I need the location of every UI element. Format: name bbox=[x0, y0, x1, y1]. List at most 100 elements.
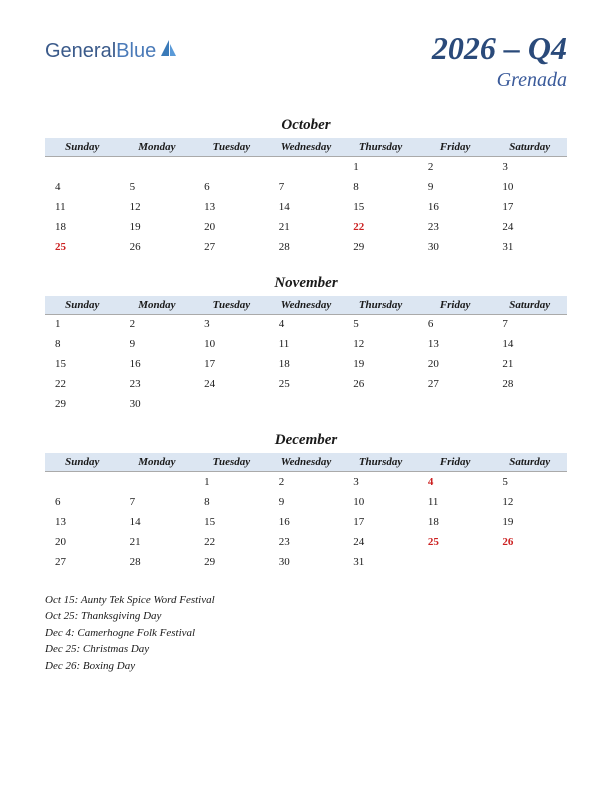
calendar-cell: 2 bbox=[418, 157, 493, 177]
calendar-cell: 6 bbox=[194, 177, 269, 197]
calendar-cell: 16 bbox=[269, 512, 344, 532]
calendar-cell: 27 bbox=[194, 237, 269, 257]
calendars-container: OctoberSundayMondayTuesdayWednesdayThurs… bbox=[45, 117, 567, 572]
month-block: NovemberSundayMondayTuesdayWednesdayThur… bbox=[45, 275, 567, 415]
holiday-entry: Dec 25: Christmas Day bbox=[45, 641, 567, 658]
calendar-cell bbox=[492, 552, 567, 572]
calendar-cell: 6 bbox=[45, 492, 120, 512]
logo-sail-icon bbox=[159, 38, 177, 64]
calendar-cell: 6 bbox=[418, 314, 493, 334]
calendar-cell: 28 bbox=[492, 374, 567, 394]
calendar-cell: 14 bbox=[120, 512, 195, 532]
month-name: December bbox=[45, 432, 567, 449]
calendar-cell: 13 bbox=[418, 334, 493, 354]
calendar-cell: 8 bbox=[45, 334, 120, 354]
calendar-cell: 5 bbox=[492, 472, 567, 492]
logo-text-1: General bbox=[45, 40, 116, 63]
calendar-cell: 2 bbox=[269, 472, 344, 492]
calendar-cell: 29 bbox=[194, 552, 269, 572]
calendar-cell: 3 bbox=[194, 314, 269, 334]
calendar-cell: 3 bbox=[492, 157, 567, 177]
holiday-entry: Dec 4: Camerhogne Folk Festival bbox=[45, 625, 567, 642]
calendar-cell: 12 bbox=[343, 334, 418, 354]
month-block: December SundayMondayTuesdayWednesdayThur… bbox=[45, 432, 567, 572]
calendar-cell: 27 bbox=[418, 374, 493, 394]
calendar-cell: 11 bbox=[45, 197, 120, 217]
calendar-cell: 18 bbox=[45, 217, 120, 237]
calendar-cell: 25 bbox=[418, 532, 493, 552]
calendar-cell: 4 bbox=[269, 314, 344, 334]
calendar-cell: 24 bbox=[492, 217, 567, 237]
calendar-cell: 4 bbox=[418, 472, 493, 492]
calendar-cell: 13 bbox=[45, 512, 120, 532]
calendar-cell: 7 bbox=[269, 177, 344, 197]
calendar-cell: 17 bbox=[492, 197, 567, 217]
calendar-table: SundayMondayTuesdayWednesdayThursdayFrid… bbox=[45, 453, 567, 572]
calendar-cell: 31 bbox=[492, 237, 567, 257]
calendar-cell: 24 bbox=[343, 532, 418, 552]
calendar-cell: 20 bbox=[194, 217, 269, 237]
calendar-cell: 11 bbox=[418, 492, 493, 512]
month-block: October SundayMondayTuesdayWednesdayThurs… bbox=[45, 117, 567, 257]
calendar-cell: 14 bbox=[492, 334, 567, 354]
calendar-cell bbox=[45, 157, 120, 177]
calendar-cell bbox=[269, 394, 344, 414]
calendar-cell: 29 bbox=[45, 394, 120, 414]
page-title: 2026 – Q4 bbox=[432, 30, 567, 67]
calendar-cell: 7 bbox=[492, 314, 567, 334]
day-header: Sunday bbox=[45, 453, 120, 472]
day-header: Sunday bbox=[45, 138, 120, 157]
calendar-cell: 21 bbox=[120, 532, 195, 552]
calendar-cell: 26 bbox=[343, 374, 418, 394]
day-header: Monday bbox=[120, 138, 195, 157]
day-header: Wednesday bbox=[269, 296, 344, 315]
calendar-cell: 30 bbox=[120, 394, 195, 414]
calendar-cell: 8 bbox=[343, 177, 418, 197]
month-name: October bbox=[45, 117, 567, 134]
calendar-cell: 9 bbox=[120, 334, 195, 354]
calendar-cell: 25 bbox=[45, 237, 120, 257]
day-header: Saturday bbox=[492, 296, 567, 315]
calendar-cell: 19 bbox=[343, 354, 418, 374]
calendar-cell: 17 bbox=[194, 354, 269, 374]
day-header: Tuesday bbox=[194, 453, 269, 472]
calendar-cell: 28 bbox=[269, 237, 344, 257]
calendar-cell: 5 bbox=[343, 314, 418, 334]
calendar-cell: 26 bbox=[120, 237, 195, 257]
calendar-cell bbox=[120, 472, 195, 492]
calendar-cell: 12 bbox=[120, 197, 195, 217]
calendar-cell: 9 bbox=[269, 492, 344, 512]
calendar-cell: 30 bbox=[269, 552, 344, 572]
calendar-cell: 25 bbox=[269, 374, 344, 394]
calendar-cell: 17 bbox=[343, 512, 418, 532]
day-header: Friday bbox=[418, 296, 493, 315]
calendar-cell: 3 bbox=[343, 472, 418, 492]
calendar-cell: 12 bbox=[492, 492, 567, 512]
calendar-cell: 2 bbox=[120, 314, 195, 334]
calendar-cell: 9 bbox=[418, 177, 493, 197]
calendar-cell: 15 bbox=[45, 354, 120, 374]
day-header: Thursday bbox=[343, 296, 418, 315]
holiday-entry: Oct 15: Aunty Tek Spice Word Festival bbox=[45, 592, 567, 609]
calendar-cell: 21 bbox=[492, 354, 567, 374]
calendar-cell: 31 bbox=[343, 552, 418, 572]
day-header: Saturday bbox=[492, 453, 567, 472]
calendar-cell: 4 bbox=[45, 177, 120, 197]
day-header: Wednesday bbox=[269, 453, 344, 472]
calendar-cell bbox=[418, 552, 493, 572]
calendar-cell: 10 bbox=[343, 492, 418, 512]
calendar-cell: 22 bbox=[194, 532, 269, 552]
day-header: Tuesday bbox=[194, 138, 269, 157]
day-header: Sunday bbox=[45, 296, 120, 315]
day-header: Monday bbox=[120, 296, 195, 315]
header: GeneralBlue 2026 – Q4 Grenada bbox=[45, 30, 567, 92]
calendar-cell: 29 bbox=[343, 237, 418, 257]
calendar-table: SundayMondayTuesdayWednesdayThursdayFrid… bbox=[45, 138, 567, 257]
calendar-cell: 13 bbox=[194, 197, 269, 217]
day-header: Tuesday bbox=[194, 296, 269, 315]
holidays-list: Oct 15: Aunty Tek Spice Word FestivalOct… bbox=[45, 592, 567, 675]
calendar-cell: 1 bbox=[343, 157, 418, 177]
calendar-cell: 27 bbox=[45, 552, 120, 572]
calendar-cell: 10 bbox=[492, 177, 567, 197]
calendar-cell: 23 bbox=[418, 217, 493, 237]
